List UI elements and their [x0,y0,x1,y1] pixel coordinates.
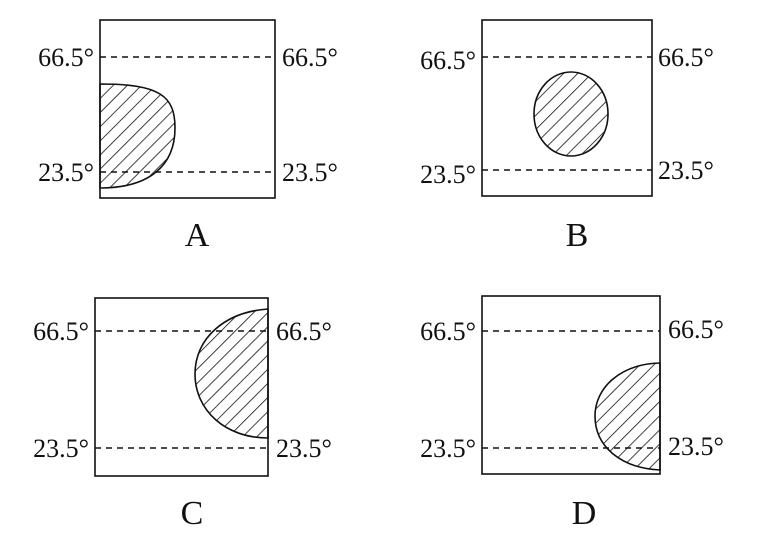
panel-d-right-top-label: 66.5° [668,315,724,344]
panel-d-caption: D [572,495,597,532]
panel-a-right-top-label: 66.5° [282,43,338,72]
panel-d-left-bottom-label: 23.5° [420,434,476,463]
panel-d-hatched-region [594,362,661,471]
panel-a-left-top-label: 66.5° [38,43,94,72]
panel-b: 66.5° 23.5° 66.5° 23.5° B [420,19,714,254]
panel-a-left-bottom-label: 23.5° [38,158,94,187]
panel-b-caption: B [566,217,589,254]
panel-b-right-top-label: 66.5° [658,43,714,72]
panel-d-right-bottom-label: 23.5° [668,432,724,461]
panel-d: 66.5° 23.5° 66.5° 23.5° D [420,295,724,532]
panel-c-left-top-label: 66.5° [33,317,89,346]
panel-a-hatched-region [99,83,176,189]
panel-b-left-bottom-label: 23.5° [420,160,476,189]
panel-c-left-bottom-label: 23.5° [33,434,89,463]
panel-b-right-bottom-label: 23.5° [658,156,714,185]
panel-c-caption: C [181,495,204,532]
panel-b-hatched-region [533,71,609,157]
panel-c-right-bottom-label: 23.5° [276,434,332,463]
panel-b-frame [481,19,653,197]
panel-c: 66.5° 23.5° 66.5° 23.5° C [33,297,332,532]
panel-c-right-top-label: 66.5° [276,317,332,346]
panel-b-left-top-label: 66.5° [420,46,476,75]
panel-a-right-bottom-label: 23.5° [282,158,338,187]
panel-c-hatched-region [194,308,269,439]
panel-a: 66.5° 23.5° 66.5° 23.5° A [38,19,338,254]
panel-d-left-top-label: 66.5° [420,317,476,346]
panel-a-caption: A [185,217,210,254]
